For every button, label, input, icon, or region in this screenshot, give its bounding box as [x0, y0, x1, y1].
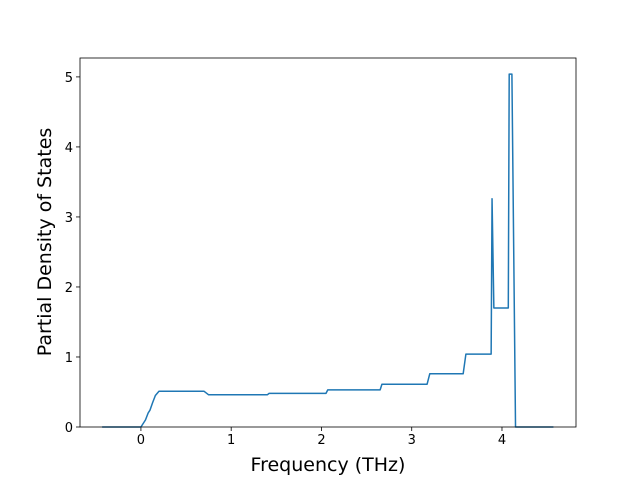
y-tick-label: 0: [65, 421, 73, 436]
y-tick-label: 1: [65, 351, 73, 366]
x-tick-label: 3: [408, 433, 416, 448]
x-tick-label: 4: [498, 433, 506, 448]
x-tick-label: 0: [137, 433, 145, 448]
y-tick-label: 2: [65, 281, 73, 296]
x-tick-label: 2: [317, 433, 325, 448]
y-tick-label: 4: [65, 141, 73, 156]
x-tick-label: 1: [227, 433, 235, 448]
y-tick-label: 5: [65, 71, 73, 86]
line: [102, 73, 554, 428]
y-tick-label: 3: [65, 211, 73, 226]
axes-frame: [79, 57, 577, 428]
y-axis-label: Partial Density of States: [34, 128, 56, 357]
x-axis-label: Frequency (THz): [251, 454, 406, 476]
